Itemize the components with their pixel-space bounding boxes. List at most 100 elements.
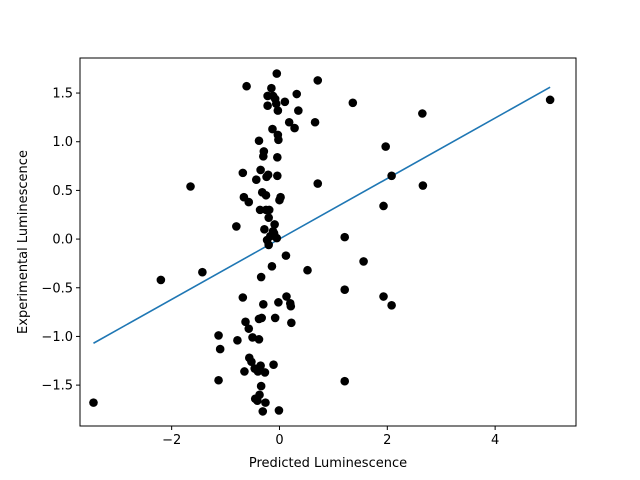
data-point [263, 170, 273, 180]
data-point [272, 233, 282, 243]
data-point [232, 222, 241, 231]
data-point [256, 361, 265, 370]
data-point [264, 213, 273, 222]
data-point [418, 181, 428, 190]
data-point [238, 168, 248, 178]
data-marks [89, 69, 555, 416]
data-point [387, 171, 396, 181]
data-point [282, 292, 291, 301]
data-point [255, 390, 264, 400]
data-point [294, 106, 303, 115]
data-point [340, 285, 350, 295]
axes: −2 0 2 4 −1.5 −1.0 −0.5 0.0 0.5 1.0 1.5 [41, 57, 577, 448]
data-point [256, 165, 265, 175]
data-point [269, 360, 278, 369]
data-point [273, 171, 282, 181]
data-point [290, 123, 299, 133]
x-tick-label: −2 [162, 433, 181, 448]
data-point [261, 398, 270, 407]
data-point [260, 225, 269, 234]
data-point [340, 376, 350, 386]
data-point [198, 267, 207, 277]
data-point [240, 367, 249, 376]
data-point [359, 257, 368, 266]
data-point [256, 272, 266, 282]
data-point [254, 136, 264, 146]
data-point [286, 301, 296, 311]
data-point [215, 344, 225, 354]
data-point [241, 317, 250, 327]
data-point [313, 179, 323, 188]
fit-line [93, 86, 551, 344]
data-point [263, 101, 272, 111]
data-point [273, 153, 282, 162]
y-tick-label: −1.0 [41, 330, 73, 345]
plot-frame [79, 57, 577, 427]
data-point [261, 190, 271, 200]
data-point [387, 300, 396, 310]
data-point [156, 275, 166, 285]
data-point [287, 318, 296, 328]
data-point [348, 98, 358, 108]
data-point [260, 368, 270, 377]
y-axis-title: Experimental Luminescence [16, 150, 31, 334]
y-tick-label: 1.0 [52, 135, 73, 150]
y-tick-label: 0.5 [52, 184, 73, 199]
data-point [381, 142, 390, 151]
data-point [259, 147, 269, 156]
x-axis-title: Predicted Luminescence [249, 456, 407, 471]
data-point [272, 69, 282, 78]
data-point [244, 197, 254, 207]
data-point [259, 300, 268, 309]
data-point [255, 205, 265, 215]
data-point [379, 201, 388, 211]
data-point [264, 205, 274, 215]
data-point [276, 192, 285, 202]
data-point [256, 381, 266, 391]
data-point [267, 83, 276, 93]
data-point [545, 95, 555, 105]
x-tick-label: 4 [491, 433, 499, 448]
data-point [257, 313, 266, 323]
data-point [242, 81, 251, 91]
data-point [238, 293, 248, 302]
data-point [267, 262, 277, 271]
data-point [310, 117, 320, 127]
data-point [258, 407, 268, 416]
data-point [281, 251, 291, 260]
data-point [214, 331, 223, 340]
data-point [418, 109, 427, 118]
x-tick-label: 2 [383, 433, 391, 448]
data-point [251, 175, 261, 184]
data-point [303, 265, 312, 275]
y-tick-label: −1.5 [41, 379, 73, 394]
data-point [233, 336, 242, 345]
data-point [248, 333, 257, 342]
data-point [214, 375, 223, 385]
data-point [268, 124, 277, 134]
y-tick-label: 0.0 [52, 233, 73, 248]
data-point [271, 99, 281, 109]
data-point [274, 298, 283, 307]
data-point [280, 97, 290, 107]
data-point [340, 232, 350, 242]
data-point [273, 106, 283, 115]
data-point [247, 357, 256, 367]
data-point [264, 240, 273, 250]
y-tick-label: −0.5 [41, 281, 73, 296]
data-point [244, 324, 254, 333]
x-tick-label: 0 [275, 433, 283, 448]
data-point [89, 398, 98, 407]
data-point [270, 313, 280, 323]
data-point [274, 135, 283, 145]
y-tick-label: 1.5 [52, 87, 73, 102]
data-point [284, 117, 294, 127]
data-point [254, 335, 264, 344]
data-point [379, 292, 388, 301]
data-point [313, 76, 323, 85]
data-point [274, 406, 284, 415]
data-point [292, 89, 302, 99]
data-point [270, 220, 279, 229]
